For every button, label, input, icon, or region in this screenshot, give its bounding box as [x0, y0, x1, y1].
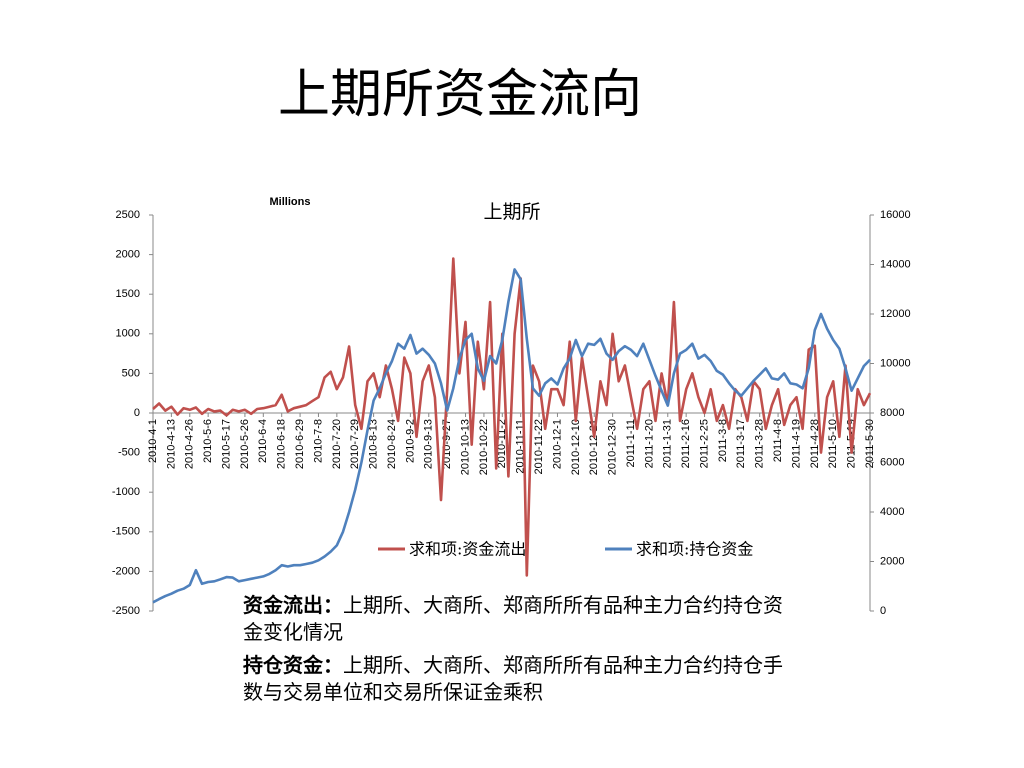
note: 持仓资金：上期所、大商所、郑商所所有品种主力合约持仓手数与交易单位和交易所保证金…	[243, 652, 788, 706]
x-tick-label: 2011-2-25	[698, 419, 710, 468]
data-line	[152, 257, 872, 577]
x-tick-label: 2011-1-11	[625, 419, 637, 468]
y2-tick-label: 0	[880, 605, 886, 617]
note-term: 持仓资金：	[243, 653, 343, 677]
x-tick-label: 2011-5-30	[864, 419, 876, 468]
x-tick-label: 2011-3-28	[754, 419, 766, 468]
legend-label: 求和项:资金流出	[409, 540, 526, 559]
y2-tick-label: 12000	[880, 308, 911, 320]
x-tick-label: 2010-6-18	[276, 419, 288, 469]
y2-tick-label: 10000	[880, 357, 911, 369]
y-tick-label: -1000	[112, 486, 140, 498]
y2-tick-label: 6000	[880, 456, 904, 468]
x-tick-label: 2010-10-22	[478, 419, 490, 475]
x-tick-label: 2010-7-29	[349, 419, 361, 469]
notes: 资金流出：上期所、大商所、郑商所所有品种主力合约持仓资金变化情况 持仓资金：上期所…	[243, 592, 788, 712]
x-tick-label: 2010-9-2	[404, 419, 416, 463]
y-tick-label: 1500	[116, 288, 140, 300]
x-tick-label: 2010-6-4	[257, 419, 269, 463]
x-tick-label: 2010-8-24	[386, 419, 398, 469]
y2-tick-label: 16000	[880, 209, 911, 221]
y-tick-label: -2500	[112, 605, 140, 617]
x-tick-label: 2011-4-19	[790, 419, 802, 468]
note-text: 上期所、大商所、郑商所所有品种主力合约持仓手数与交易单位和交易所保证金乘积	[243, 653, 783, 704]
y-tick-label: 1000	[116, 328, 140, 340]
y-tick-label: -500	[118, 447, 140, 459]
x-tick-label: 2010-5-17	[220, 419, 232, 469]
x-tick-label: 2011-3-8	[717, 419, 729, 462]
x-tick-label: 2010-12-21	[588, 419, 600, 475]
y-tick-label: 2000	[116, 249, 140, 261]
y-tick-label: 2500	[116, 209, 140, 221]
x-tick-label: 2011-2-16	[680, 419, 692, 468]
note: 资金流出：上期所、大商所、郑商所所有品种主力合约持仓资金变化情况	[243, 592, 788, 646]
x-tick-label: 2010-12-1	[551, 419, 563, 469]
x-tick-label: 2010-8-13	[368, 419, 380, 469]
y-tick-label: -2000	[112, 565, 140, 577]
x-tick-label: 2011-1-31	[662, 419, 674, 468]
x-tick-label: 2010-11-22	[533, 419, 545, 474]
x-tick-label: 2011-3-17	[735, 419, 747, 468]
legend-label: 求和项:持仓资金	[636, 540, 753, 559]
y2-tick-label: 2000	[880, 555, 904, 567]
y2-tick-label: 8000	[880, 407, 904, 419]
y-tick-label: -1500	[112, 526, 140, 538]
unit-label: Millions	[270, 196, 311, 208]
chart-title: 上期所	[483, 201, 540, 223]
y-tick-label: 0	[134, 407, 140, 419]
x-tick-label: 2010-10-13	[459, 419, 471, 475]
x-tick-label: 2010-12-30	[607, 419, 619, 475]
x-tick-label: 2010-4-26	[184, 419, 196, 469]
x-tick-label: 2010-4-1	[147, 419, 159, 463]
slide-title: 上期所资金流向	[277, 65, 642, 125]
y2-tick-label: 14000	[880, 258, 911, 270]
x-tick-label: 2010-9-13	[423, 419, 435, 469]
y-tick-label: 500	[122, 367, 140, 379]
x-tick-label: 2010-6-29	[294, 419, 306, 469]
note-text: 上期所、大商所、郑商所所有品种主力合约持仓资金变化情况	[243, 593, 783, 644]
x-tick-label: 2010-5-6	[202, 419, 214, 463]
note-term: 资金流出：	[243, 593, 343, 617]
x-tick-label: 2010-7-8	[312, 419, 324, 463]
x-tick-label: 2010-5-26	[239, 419, 251, 469]
y2-tick-label: 4000	[880, 506, 904, 518]
x-tick-label: 2011-5-10	[827, 419, 839, 468]
x-tick-label: 2011-4-8	[772, 419, 784, 462]
chart: Millions 上期所 -2500 -2000 -1500 -1000 -500 0 50…	[112, 196, 911, 617]
x-tick-label: 2010-12-10	[570, 419, 582, 475]
x-tick-label: 2010-7-20	[331, 419, 343, 469]
x-tick-label: 2010-4-13	[165, 419, 177, 469]
data-line	[152, 268, 871, 604]
x-tick-label: 2011-4-28	[809, 419, 821, 468]
x-tick-label: 2011-1-20	[643, 419, 655, 468]
